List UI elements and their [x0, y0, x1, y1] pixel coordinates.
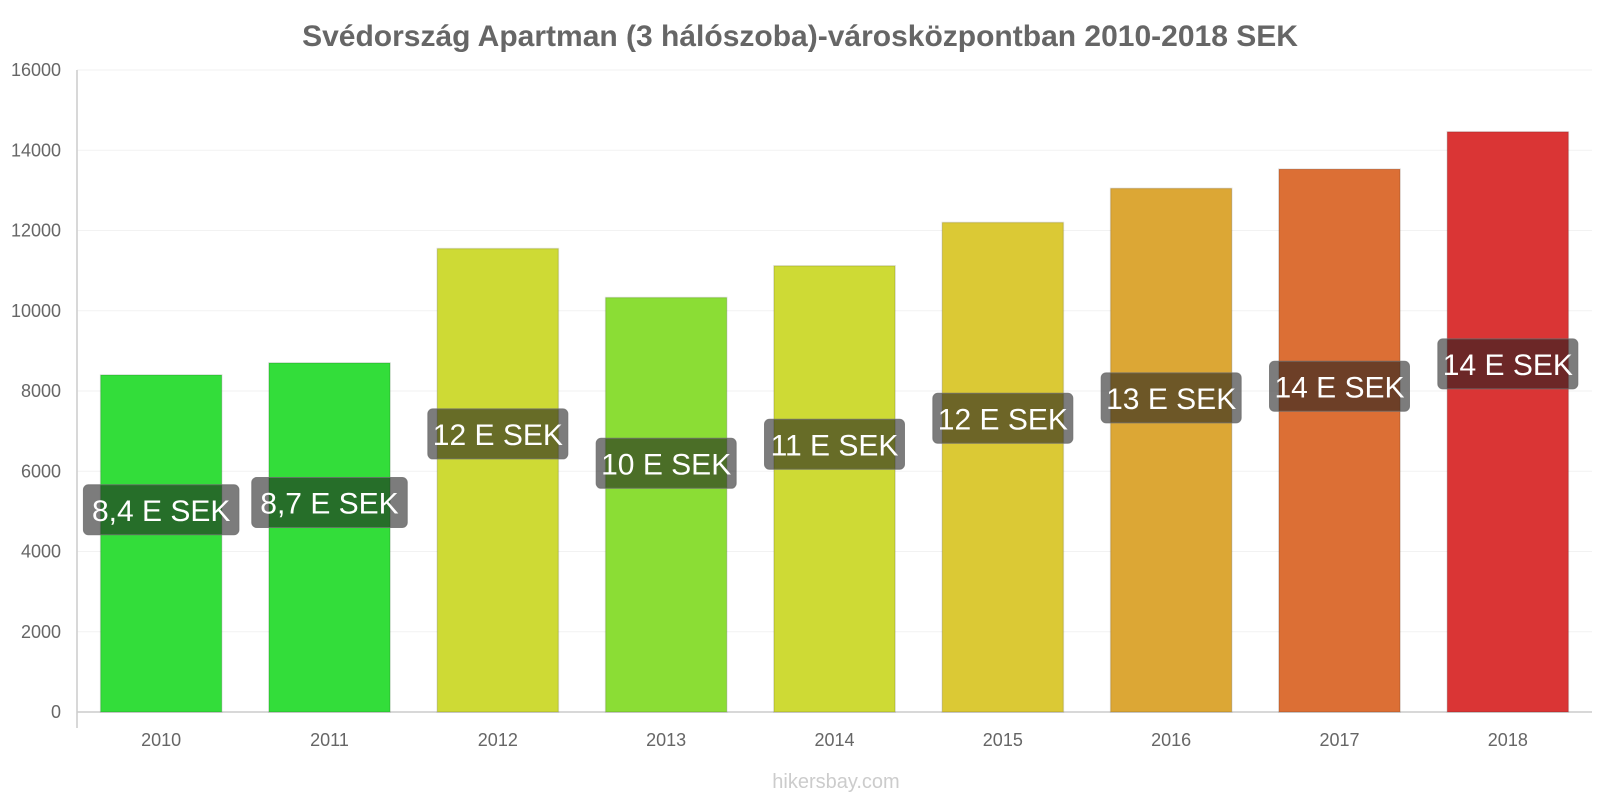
y-tick-label: 12000: [11, 221, 61, 241]
data-label-box: [932, 392, 1074, 444]
x-tick-label: 2015: [983, 730, 1023, 750]
bars: [99, 131, 1570, 713]
data-label: 12 E SEK: [433, 419, 563, 452]
bar-2013: [604, 296, 728, 713]
data-labels: 8,4 E SEK 8,7 E SEK 12 E SEK 10 E SEK 11 E S…: [82, 338, 1579, 536]
bar-2015: [941, 221, 1065, 713]
bar-2018: [1446, 131, 1570, 713]
data-label: 12 E SEK: [938, 403, 1068, 436]
data-label: 11 E SEK: [771, 429, 899, 462]
y-tick-label: 10000: [11, 301, 61, 321]
y-tick-label: 2000: [21, 622, 61, 642]
x-tick-label: 2010: [141, 730, 181, 750]
bar-2010: [99, 374, 223, 713]
y-tick-label: 6000: [21, 461, 61, 481]
chart-title: Svédország Apartman (3 hálószoba)-városk…: [302, 20, 1298, 53]
y-tick-label: 0: [51, 702, 61, 722]
x-tick-label: 2012: [478, 730, 518, 750]
data-label: 8,4 E SEK: [92, 495, 230, 528]
x-tick-label: 2016: [1151, 730, 1191, 750]
x-tick-label: 2011: [310, 730, 349, 750]
y-tick-label: 14000: [11, 140, 61, 160]
bar-2017: [1278, 168, 1401, 713]
data-label-box: [1100, 372, 1242, 424]
credit-text: hikersbay.com: [772, 771, 899, 793]
data-label: 14 E SEK: [1274, 371, 1404, 404]
data-label-box: [764, 418, 905, 470]
bar-2014: [773, 265, 896, 713]
x-tick-label: 2014: [814, 730, 854, 750]
data-label-box: [1269, 360, 1410, 412]
bar-2011: [268, 362, 391, 713]
bar-2016: [1109, 187, 1233, 713]
data-label: 8,7 E SEK: [260, 488, 398, 521]
data-label: 13 E SEK: [1106, 383, 1236, 416]
data-label-box: [1437, 338, 1579, 390]
bar-2012: [436, 247, 560, 713]
x-tick-label: 2017: [1319, 730, 1359, 750]
y-tick-label: 16000: [11, 60, 61, 80]
data-label-box: [595, 437, 737, 489]
x-tick-label: 2013: [646, 730, 686, 750]
data-label: 14 E SEK: [1443, 349, 1573, 382]
x-tick-label: 2018: [1488, 730, 1528, 750]
data-label: 10 E SEK: [601, 448, 731, 481]
data-label-box: [251, 477, 408, 529]
data-label-box: [82, 484, 240, 536]
y-tick-label: 4000: [21, 542, 61, 562]
data-label-box: [427, 408, 569, 460]
y-tick-label: 8000: [21, 381, 61, 401]
